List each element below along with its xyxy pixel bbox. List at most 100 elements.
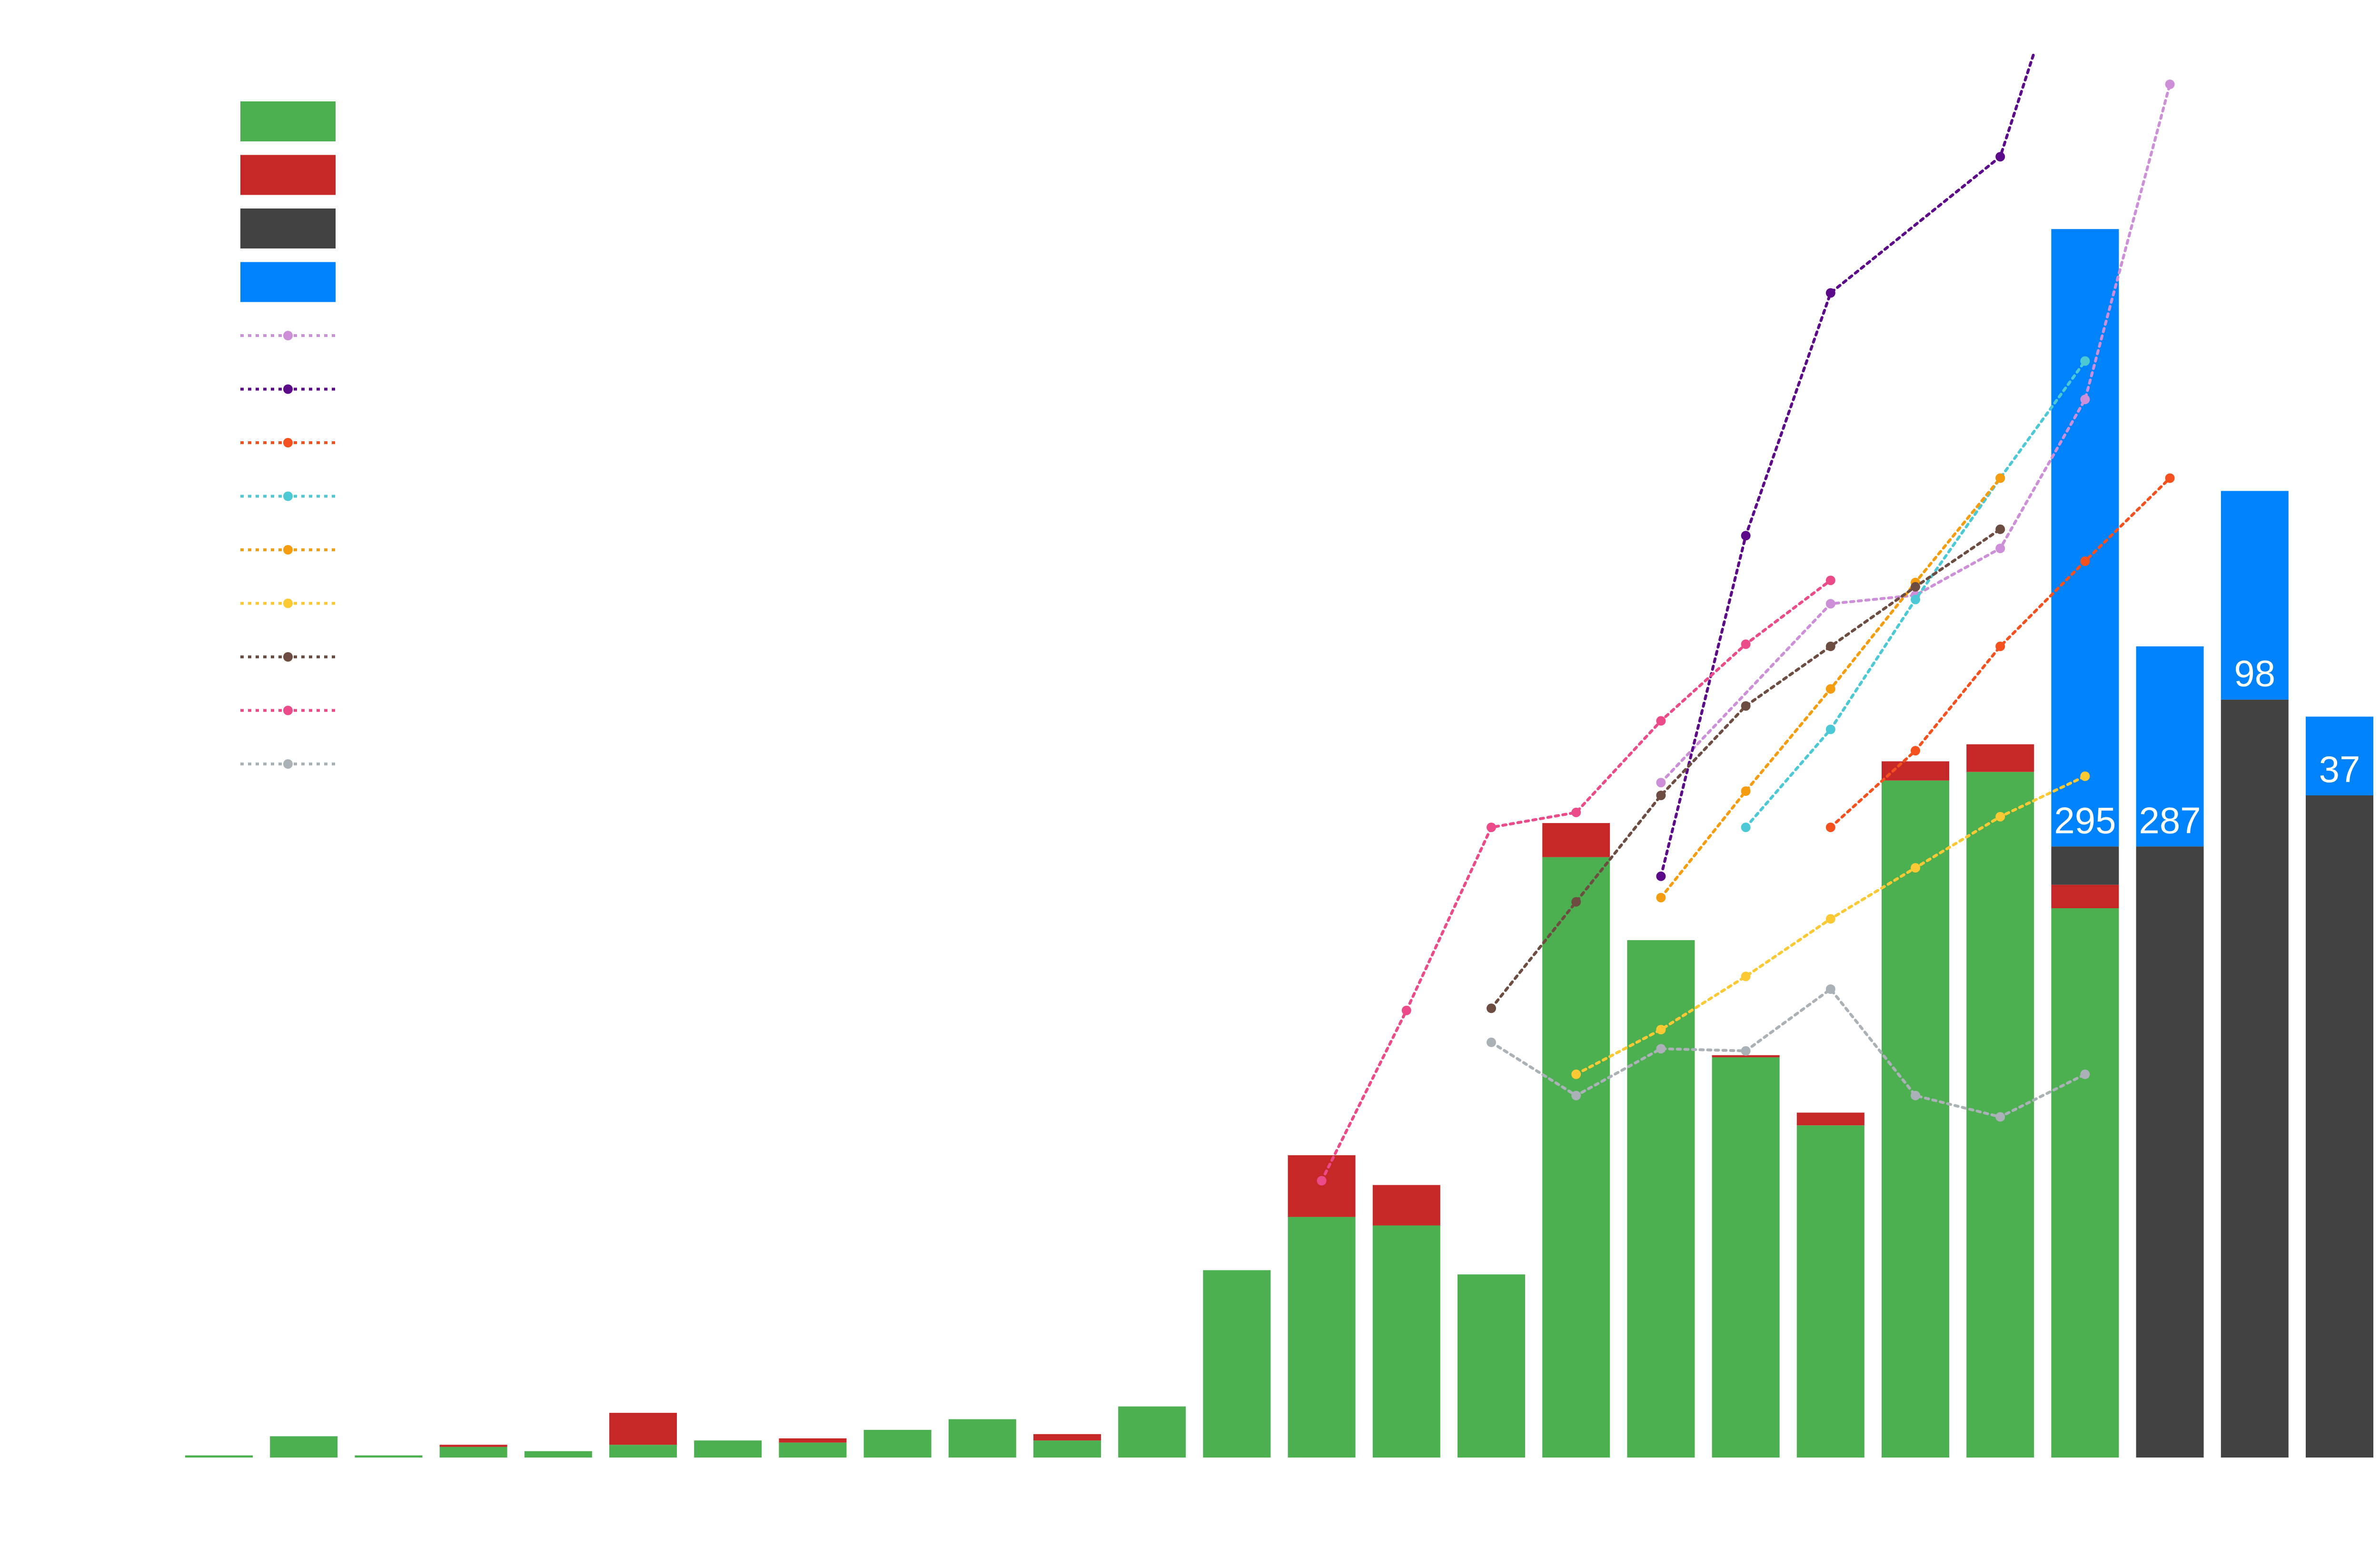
point-line-brown-4	[1825, 641, 1835, 651]
point-line-gray-0	[1487, 1037, 1496, 1047]
data-label-26: 37	[2319, 748, 2360, 790]
data-label-23: 295	[2054, 799, 2116, 841]
legend-marker-line-pink	[283, 705, 293, 715]
bar-green-3	[355, 1455, 423, 1458]
series-line-cyan	[1741, 356, 2090, 833]
data-label-25: 98	[2234, 653, 2275, 694]
point-line-brown-0	[1487, 1003, 1496, 1013]
point-line-cyan-4	[2080, 356, 2090, 366]
bar-dark-23	[2051, 846, 2119, 885]
bar-dark-25	[2221, 699, 2289, 1458]
bar-red-22	[1966, 744, 2034, 772]
series-line-pink	[1317, 575, 1835, 1186]
point-line-cyan-2	[1911, 595, 1920, 605]
line-line-orchid	[1659, 83, 2172, 784]
point-line-gold-0	[1571, 1069, 1581, 1079]
point-line-red-orange-4	[2165, 473, 2175, 483]
bar-green-23	[2051, 908, 2119, 1458]
point-line-purple-1	[1741, 531, 1751, 541]
legend-marker-line-gold	[283, 598, 293, 608]
point-line-gold-3	[1825, 914, 1835, 924]
legend-swatch-blue	[240, 262, 336, 302]
point-line-orchid-1	[1825, 599, 1835, 609]
point-line-pink-6	[1825, 575, 1835, 585]
bar-red-17	[1542, 823, 1610, 857]
point-line-brown-2	[1656, 791, 1666, 800]
point-line-brown-1	[1571, 897, 1581, 907]
point-line-purple-0	[1656, 871, 1666, 881]
point-line-orchid-4	[2080, 395, 2090, 405]
bar-green-13	[1203, 1270, 1271, 1458]
line-line-red-orange	[1829, 476, 2172, 829]
point-line-gray-1	[1571, 1091, 1581, 1101]
bar-green-9	[863, 1429, 932, 1458]
point-line-orchid-3	[1995, 544, 2005, 554]
point-line-gray-7	[2080, 1069, 2090, 1079]
bar-blue-26	[2306, 716, 2373, 795]
bar-red-4	[439, 1445, 507, 1447]
series-line-gold	[1571, 771, 2090, 1079]
point-line-pink-3	[1571, 807, 1581, 817]
point-line-gold-4	[1911, 863, 1920, 873]
point-line-gold-2	[1741, 972, 1751, 982]
point-line-brown-5	[1911, 582, 1920, 592]
point-line-orange-0	[1656, 893, 1666, 903]
point-line-pink-1	[1401, 1005, 1411, 1015]
bar-blue-24	[2136, 646, 2204, 847]
series-line-purple	[1656, 51, 2036, 881]
bars-layer	[185, 229, 2373, 1458]
point-line-gray-3	[1741, 1046, 1751, 1056]
point-line-red-orange-0	[1825, 823, 1835, 833]
point-line-orchid-5	[2165, 79, 2175, 89]
point-line-gray-6	[1995, 1112, 2005, 1122]
data-label-24: 287	[2139, 799, 2201, 841]
legend-marker-line-cyan	[283, 491, 293, 501]
line-line-gray	[1490, 987, 2087, 1119]
legend-marker-line-gray	[283, 759, 293, 769]
legend	[240, 101, 336, 769]
point-line-red-orange-2	[1995, 641, 2005, 651]
point-line-pink-4	[1656, 716, 1666, 726]
bar-red-8	[779, 1438, 847, 1443]
bar-red-14	[1288, 1155, 1356, 1217]
bar-red-15	[1372, 1185, 1440, 1226]
bar-green-21	[1882, 780, 1949, 1458]
point-line-purple-2	[1825, 288, 1835, 298]
bar-green-18	[1627, 940, 1695, 1458]
point-line-gray-2	[1656, 1044, 1666, 1054]
legend-swatch-dark	[240, 208, 336, 248]
bar-green-5	[524, 1451, 592, 1458]
bar-red-11	[1033, 1434, 1101, 1441]
bar-red-20	[1796, 1112, 1864, 1126]
point-line-gray-5	[1911, 1091, 1920, 1101]
point-line-cyan-0	[1741, 823, 1751, 833]
point-line-pink-5	[1741, 639, 1751, 649]
legend-marker-line-red-orange	[283, 438, 293, 447]
point-line-gray-4	[1825, 984, 1835, 994]
point-line-pink-2	[1487, 823, 1496, 833]
bar-green-6	[609, 1445, 677, 1458]
point-line-red-orange-3	[2080, 556, 2090, 566]
series-line-red-orange	[1825, 473, 2175, 833]
bar-green-14	[1288, 1217, 1356, 1458]
legend-marker-line-orchid	[283, 331, 293, 340]
bar-green-4	[439, 1447, 507, 1458]
bar-red-23	[2051, 884, 2119, 908]
bar-green-7	[694, 1440, 762, 1458]
bar-green-11	[1033, 1440, 1101, 1458]
legend-marker-line-purple	[283, 384, 293, 394]
bar-green-19	[1712, 1057, 1780, 1458]
bar-blue-23	[2051, 229, 2119, 847]
legend-marker-line-brown	[283, 652, 293, 662]
point-line-gold-5	[1995, 812, 2005, 822]
series-line-brown	[1487, 524, 2005, 1013]
legend-swatch-green	[240, 101, 336, 141]
bar-green-1	[185, 1455, 253, 1458]
lines-layer	[1317, 51, 2175, 1186]
point-line-brown-3	[1741, 701, 1751, 711]
point-line-purple-3	[1995, 152, 2005, 162]
bar-green-20	[1796, 1125, 1864, 1458]
bar-dark-24	[2136, 846, 2204, 1458]
bar-blue-25	[2221, 491, 2289, 700]
